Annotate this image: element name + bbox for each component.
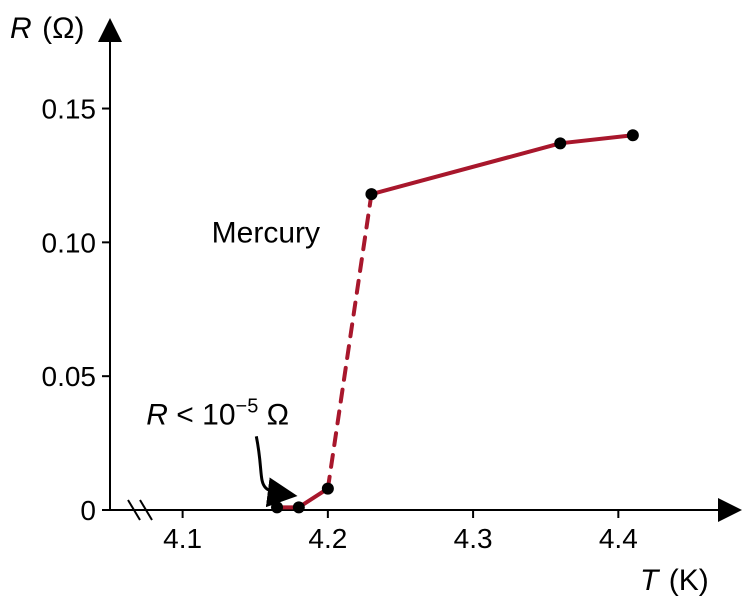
resistance-vs-temperature-chart: R (Ω) T (K) 0 0.05 0.10 0.15 4.1 4.2 4.3 4.4 M… (0, 0, 750, 606)
x-tick-label: 4.1 (163, 523, 202, 554)
data-points (271, 129, 639, 513)
data-point (365, 188, 377, 200)
x-tick-label: 4.3 (454, 523, 493, 554)
y-tick-label: 0.10 (42, 227, 97, 258)
data-point (554, 137, 566, 149)
series-segment (560, 135, 633, 143)
resistance-note: R < 10−5 Ω (146, 395, 289, 431)
data-point (293, 501, 305, 513)
data-point (627, 129, 639, 141)
series-segment (328, 194, 372, 488)
series-segment (371, 143, 560, 194)
note-arrow (256, 436, 291, 495)
x-tick-label: 4.4 (599, 523, 638, 554)
x-tick-label: 4.2 (308, 523, 347, 554)
x-ticks: 4.1 4.2 4.3 4.4 (163, 510, 638, 554)
data-point (271, 501, 283, 513)
y-axis-title: R (Ω) (10, 12, 85, 45)
y-tick-label: 0.05 (42, 361, 97, 392)
y-tick-label: 0.15 (42, 94, 97, 125)
data-point (322, 483, 334, 495)
data-series (277, 135, 633, 507)
substance-label: Mercury (212, 216, 320, 249)
y-ticks: 0 0.05 0.10 0.15 (42, 94, 111, 526)
y-tick-label: 0 (80, 495, 96, 526)
x-axis-title: T (K) (640, 564, 709, 597)
